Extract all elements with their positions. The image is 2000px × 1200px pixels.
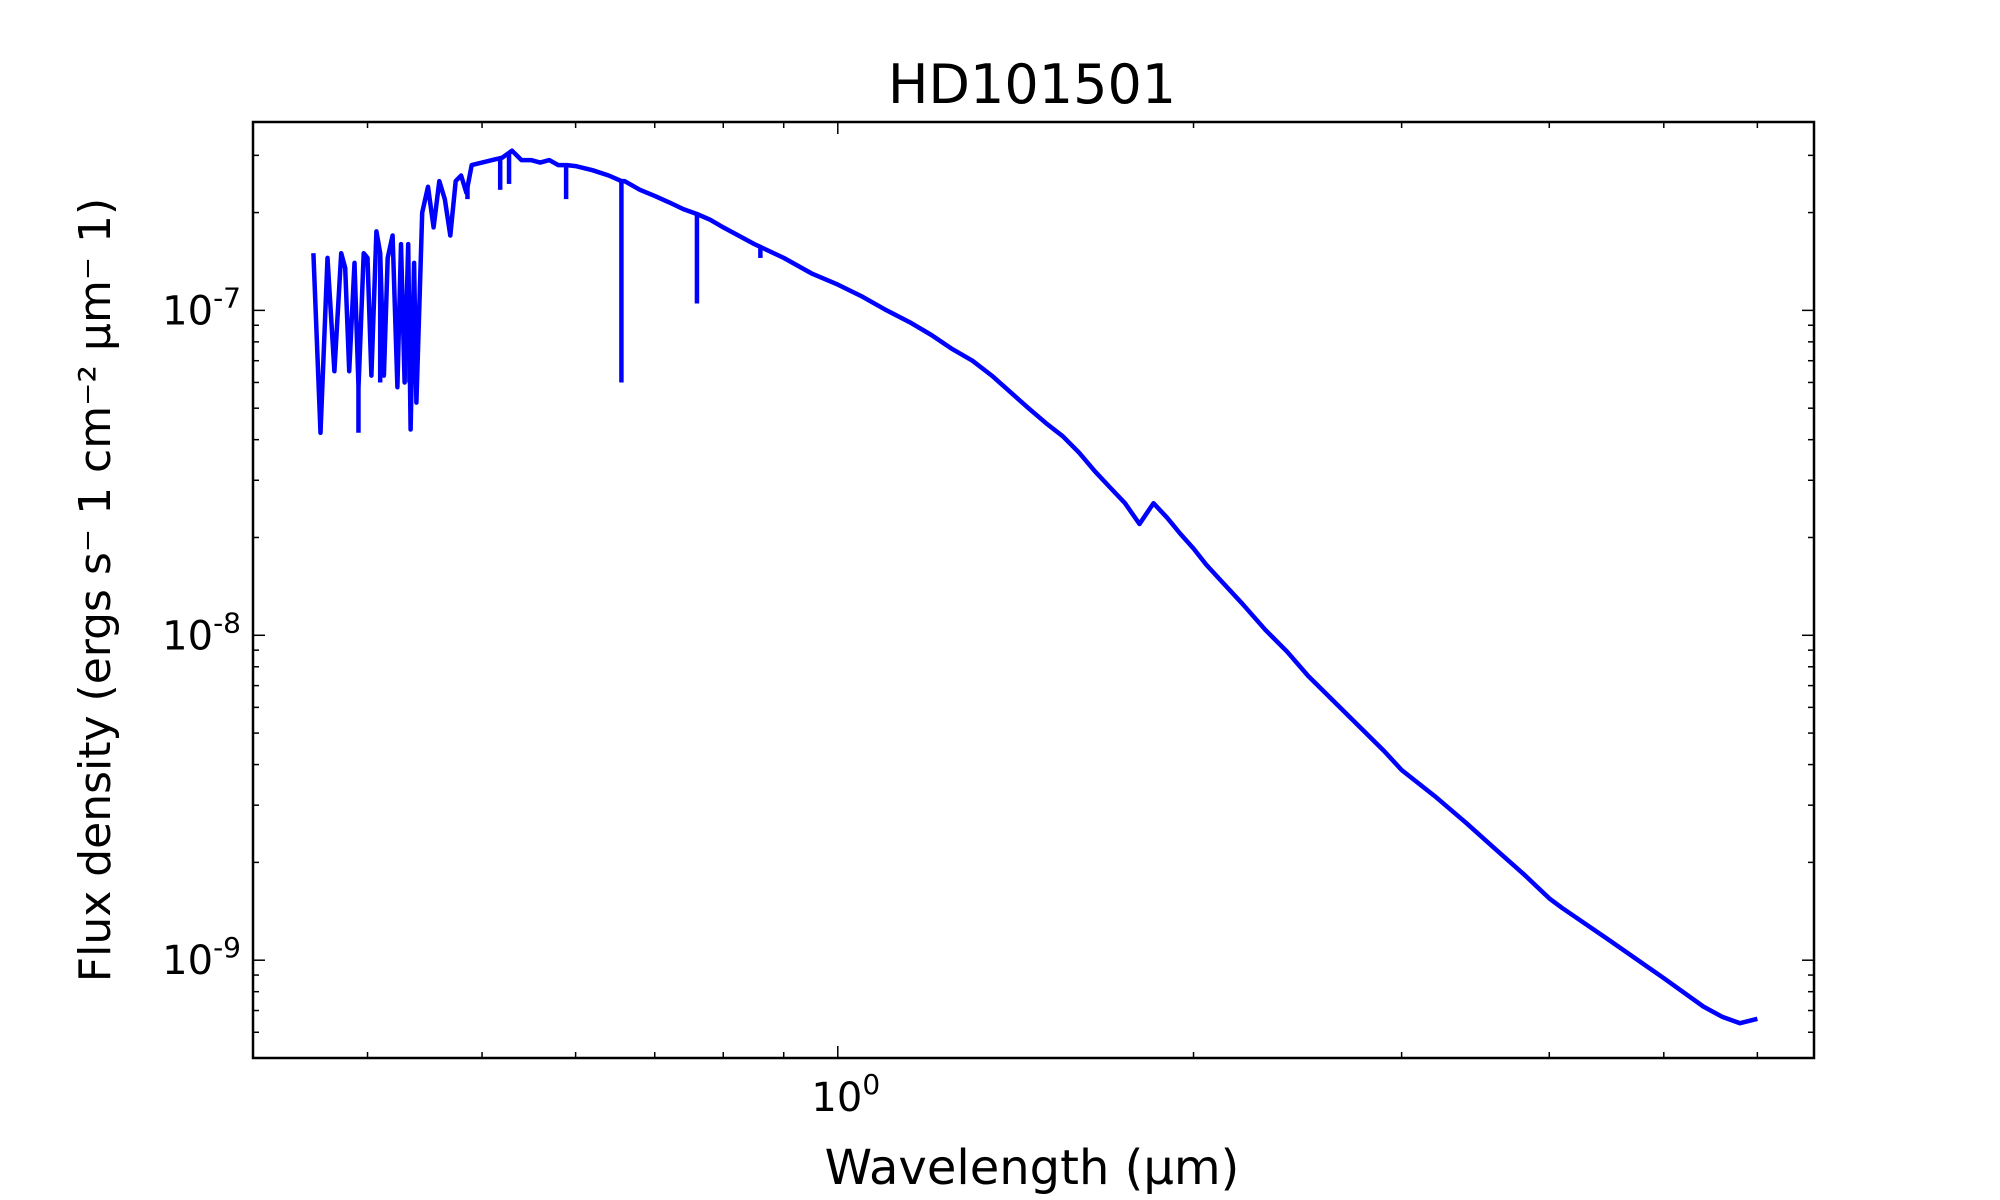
spectrum-line — [311, 148, 1758, 1026]
y-tick-label: 10-9 — [162, 931, 241, 984]
axes-frame — [251, 120, 1816, 1060]
x-axis-label: Wavelength (μm) — [825, 1140, 1240, 1196]
chart-title: HD101501 — [888, 53, 1176, 116]
x-tick-label: 100 — [811, 1068, 880, 1121]
plot-area — [311, 148, 1758, 1026]
y-tick-label: 10-7 — [162, 281, 241, 334]
y-axis-label: Flux density (ergs s⁻ 1 cm⁻² μm⁻ 1) — [70, 198, 121, 982]
axis-ticks: 100 10-7 10-8 10-9 — [162, 122, 1814, 1121]
y-tick-label: 10-8 — [162, 606, 241, 659]
